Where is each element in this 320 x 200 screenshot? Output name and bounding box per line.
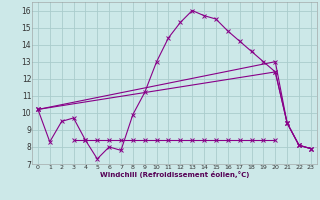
X-axis label: Windchill (Refroidissement éolien,°C): Windchill (Refroidissement éolien,°C) (100, 171, 249, 178)
